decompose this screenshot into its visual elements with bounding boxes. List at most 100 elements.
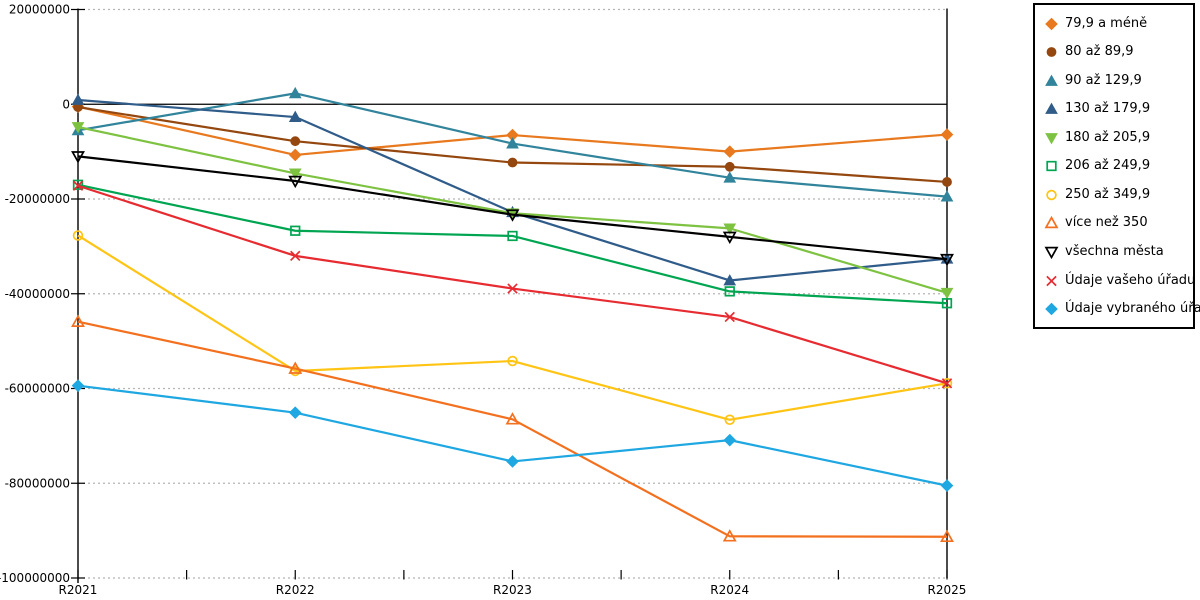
legend-item-label: 206 až 249,9 — [1065, 158, 1151, 174]
series-marker-triangle-up — [506, 137, 519, 149]
series-marker-diamond — [940, 128, 954, 141]
series-marker-diamond — [71, 379, 85, 392]
x-tick-label: R2024 — [710, 583, 749, 597]
series-5 — [71, 122, 954, 300]
legend-item: všechna města — [1044, 244, 1191, 260]
series-marker-square — [941, 298, 953, 309]
y-tick-label: -20000000 — [5, 192, 70, 206]
series-marker-triangle-down — [288, 168, 302, 180]
series-marker-diamond — [723, 433, 737, 447]
legend-marker-triangle-down-icon — [1045, 132, 1058, 145]
legend-marker-square-icon — [1046, 161, 1057, 172]
series-2 — [73, 102, 952, 187]
series-marker-square — [72, 179, 84, 190]
legend-item-label: Údaje vybraného úřadu — [1065, 301, 1200, 317]
series-8 — [71, 314, 954, 543]
legend-marker-triangle-up-icon — [1044, 216, 1059, 229]
series-marker-triangle-down — [71, 122, 85, 134]
series-3 — [71, 86, 954, 202]
x-axis: R2021 R2022 R2023 R2024 R2025 — [59, 570, 966, 597]
legend-marker-diamond-icon — [1045, 17, 1058, 31]
series-marker-triangle-down — [71, 151, 85, 164]
legend-item: 79,9 a méně — [1044, 16, 1191, 31]
series-marker-x — [72, 180, 84, 191]
legend-marker-diamond-icon — [1045, 302, 1058, 316]
series-marker-x — [941, 378, 953, 389]
series-9 — [71, 151, 954, 267]
series-marker-triangle-up — [723, 274, 737, 286]
series-marker-diamond — [1045, 17, 1058, 31]
legend-item: 206 až 249,9 — [1044, 158, 1191, 173]
series-marker-square — [507, 230, 518, 242]
legend-item: 250 až 349,9 — [1044, 187, 1191, 202]
series-marker-circle — [72, 230, 84, 241]
series-line — [77, 320, 948, 538]
series-marker-x — [724, 311, 735, 323]
series-marker-triangle-down — [1044, 246, 1059, 260]
series-marker-x — [290, 250, 301, 262]
y-tick-label: 0 — [62, 97, 70, 111]
series-marker-triangle-up — [288, 86, 302, 99]
series-marker-triangle-up — [723, 171, 737, 183]
legend-marker-x-icon — [1046, 275, 1057, 286]
series-marker-triangle-down — [940, 287, 954, 300]
legend-item: více než 350 — [1044, 215, 1191, 230]
legend-item-label: 130 až 179,9 — [1065, 101, 1151, 117]
series-marker-x — [1046, 275, 1057, 286]
series-marker-triangle-down — [505, 209, 520, 222]
legend-item-label: všechna města — [1065, 244, 1164, 260]
legend-item-label: 79,9 a méně — [1065, 15, 1148, 31]
series-marker-triangle-up — [1045, 74, 1058, 86]
series-marker-circle — [507, 355, 518, 367]
series-marker-triangle-down — [940, 253, 954, 267]
legend: 79,9 a méně 80 až 89,9 90 až 129,9 130 až 1… — [1033, 3, 1200, 329]
legend-marker-triangle-up-icon — [1045, 74, 1058, 86]
series-marker-x — [507, 283, 518, 294]
legend-item-label: Údaje vašeho úřadu — [1065, 272, 1196, 288]
legend-item: 80 až 89,9 — [1044, 44, 1191, 59]
series-marker-diamond — [940, 479, 954, 492]
legend-marker-triangle-up-icon — [1045, 102, 1058, 115]
series-marker-circle — [1046, 47, 1057, 58]
series-marker-diamond — [1045, 302, 1058, 316]
legend-item: Údaje vašeho úřadu — [1044, 273, 1195, 288]
legend-marker-triangle-down-icon — [1044, 246, 1059, 260]
series-marker-square — [724, 286, 735, 297]
series-marker-diamond — [723, 145, 737, 158]
series-marker-circle — [507, 157, 518, 168]
y-tick-label: 20000000 — [9, 3, 70, 17]
series-marker-circle — [724, 161, 735, 172]
series-11 — [71, 379, 954, 492]
legend-item: 180 až 205,9 — [1044, 130, 1191, 145]
x-tick-label: R2023 — [493, 583, 532, 597]
series-marker-diamond — [288, 406, 302, 419]
series-marker-triangle-up — [71, 93, 85, 105]
series-line — [77, 183, 948, 305]
series-marker-triangle-up — [288, 110, 302, 122]
series-marker-triangle-up — [71, 314, 85, 327]
legend-item: 90 až 129,9 — [1044, 73, 1191, 88]
series-marker-triangle-up — [722, 529, 737, 542]
series-marker-diamond — [506, 455, 519, 468]
series-marker-square — [290, 225, 301, 236]
series-marker-triangle-down — [723, 223, 737, 235]
series-marker-triangle-up — [940, 529, 954, 543]
y-tick-label: -40000000 — [5, 287, 70, 301]
series-7 — [72, 230, 953, 426]
series-marker-circle — [724, 414, 735, 426]
series-marker-triangle-up — [940, 190, 954, 202]
x-tick-label: R2022 — [276, 583, 315, 597]
legend-item-label: více než 350 — [1065, 215, 1148, 231]
series-marker-square — [1046, 161, 1057, 172]
series-marker-diamond — [288, 148, 302, 162]
legend-marker-circle-icon — [1046, 47, 1057, 58]
series-marker-circle — [1046, 189, 1057, 201]
y-tick-label: -80000000 — [5, 476, 70, 490]
series-marker-triangle-up — [1045, 102, 1058, 115]
gridlines — [78, 8, 947, 579]
series-marker-triangle-down — [722, 231, 737, 245]
legend-item-label: 250 až 349,9 — [1065, 186, 1151, 202]
series-marker-triangle-down — [288, 175, 303, 189]
